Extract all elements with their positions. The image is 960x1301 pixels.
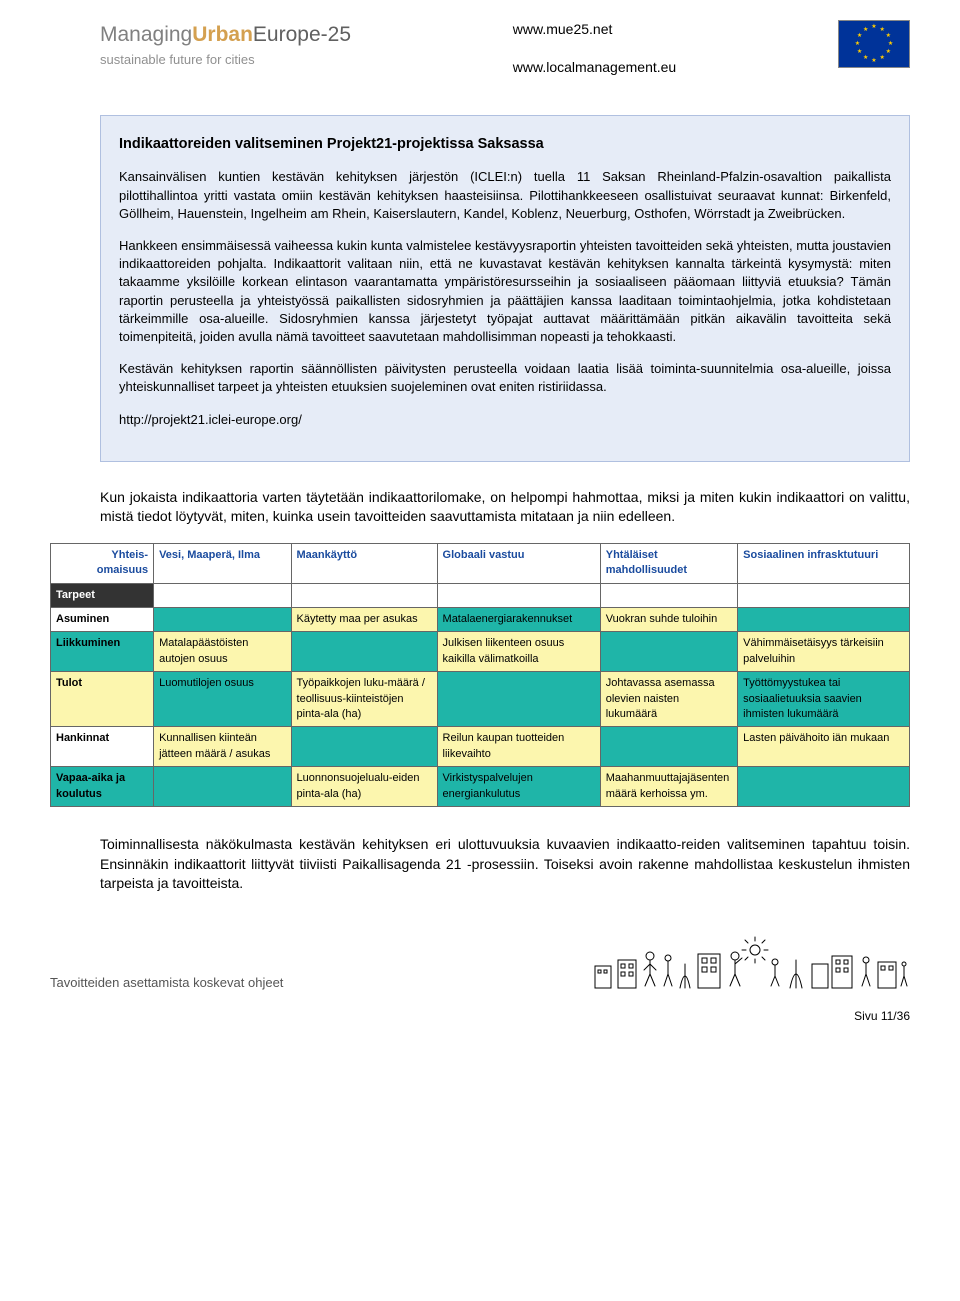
url-2[interactable]: www.localmanagement.eu [513, 58, 676, 78]
col-head-2: Globaali vastuu [437, 543, 600, 583]
matrix-cell: Reilun kaupan tuotteiden liikevaihto [437, 727, 600, 767]
matrix-cell: Kunnallisen kiinteän jätteen määrä / asu… [154, 727, 291, 767]
logo-subtitle: sustainable future for cities [100, 51, 351, 69]
matrix-cell: Työttömyystukea tai sosiaalietuuksia saa… [738, 672, 910, 727]
row-head: Vapaa-aika ja koulutus [51, 767, 154, 807]
matrix-cell: Johtavassa asemassa olevien naisten luku… [600, 672, 737, 727]
matrix-cell [600, 727, 737, 767]
info-box: Indikaattoreiden valitseminen Projekt21-… [100, 115, 910, 462]
indicator-matrix: Yhteis- omaisuus Vesi, Maaperä, Ilma Maa… [50, 543, 910, 807]
info-box-p1: Kansainvälisen kuntien kestävän kehityks… [119, 168, 891, 223]
matrix-cell: Matalapäästöisten autojen osuus [154, 632, 291, 672]
matrix-cell: Lasten päivähoito iän mukaan [738, 727, 910, 767]
logo-urban: Urban [192, 23, 253, 46]
corner-top: Yhteis- [111, 549, 148, 561]
header-urls: www.mue25.net www.localmanagement.eu [513, 20, 676, 95]
corner-bottom: omaisuus [97, 564, 148, 576]
page-footer: Tavoitteiden asettamista koskevat ohjeet [50, 934, 910, 992]
matrix-cell: Matalaenergiarakennukset [437, 608, 600, 632]
corner-cell: Yhteis- omaisuus [51, 543, 154, 583]
logo-title: ManagingUrbanEurope-25 [100, 20, 351, 49]
logo-europe: Europe [253, 23, 321, 46]
row-head: Liikkuminen [51, 632, 154, 672]
row-tarpeet: Tarpeet [51, 583, 154, 607]
matrix-tarpeet-row: Tarpeet [51, 583, 910, 607]
footer-left-text: Tavoitteiden asettamista koskevat ohjeet [50, 974, 283, 992]
matrix-row: HankinnatKunnallisen kiinteän jätteen mä… [51, 727, 910, 767]
logo-num: -25 [321, 23, 351, 46]
page-header: ManagingUrbanEurope-25 sustainable futur… [100, 20, 910, 95]
paragraph-after-table: Toiminnallisesta näkökulmasta kestävän k… [100, 835, 910, 894]
logo-prefix: Managing [100, 23, 192, 46]
matrix-cell: Virkistyspalvelujen energiankulutus [437, 767, 600, 807]
matrix-cell: Julkisen liikenteen osuus kaikilla välim… [437, 632, 600, 672]
eu-stars: ★★ ★★ ★★ ★★ ★★ ★★ [856, 26, 892, 62]
matrix-row: Vapaa-aika ja koulutus Luonnonsuojelualu-… [51, 767, 910, 807]
matrix-row: LiikkuminenMatalapäästöisten autojen osu… [51, 632, 910, 672]
matrix-cell: Maahanmuuttajajäsenten määrä kerhoissa y… [600, 767, 737, 807]
matrix-cell [738, 608, 910, 632]
matrix-cell [291, 632, 437, 672]
matrix-cell: Käytetty maa per asukas [291, 608, 437, 632]
matrix-row: TulotLuomutilojen osuusTyöpaikkojen luku… [51, 672, 910, 727]
row-head: Asuminen [51, 608, 154, 632]
matrix-cell [154, 767, 291, 807]
footer-sketch-icon [590, 934, 910, 992]
info-box-title: Indikaattoreiden valitseminen Projekt21-… [119, 134, 891, 154]
url-1[interactable]: www.mue25.net [513, 20, 676, 40]
matrix-cell [600, 632, 737, 672]
row-head: Hankinnat [51, 727, 154, 767]
col-head-0: Vesi, Maaperä, Ilma [154, 543, 291, 583]
matrix-row: Asuminen Käytetty maa per asukasMatalaene… [51, 608, 910, 632]
matrix-cell [291, 727, 437, 767]
info-box-p3: Kestävän kehityksen raportin säännöllist… [119, 360, 891, 396]
logo: ManagingUrbanEurope-25 sustainable futur… [100, 20, 351, 70]
col-head-1: Maankäyttö [291, 543, 437, 583]
matrix-cell [437, 672, 600, 727]
matrix-cell: Vähimmäisetäisyys tärkeisiin palveluihin [738, 632, 910, 672]
page-number: Sivu 11/36 [100, 1008, 910, 1025]
matrix-cell: Luonnonsuojelualu-eiden pinta-ala (ha) [291, 767, 437, 807]
matrix-cell [154, 608, 291, 632]
info-box-link[interactable]: http://projekt21.iclei-europe.org/ [119, 412, 302, 427]
row-head: Tulot [51, 672, 154, 727]
matrix-cell: Vuokran suhde tuloihin [600, 608, 737, 632]
eu-flag-icon: ★★ ★★ ★★ ★★ ★★ ★★ [838, 20, 910, 68]
matrix-cell [738, 767, 910, 807]
paragraph-after-box: Kun jokaista indikaattoria varten täytet… [100, 488, 910, 527]
matrix-cell: Luomutilojen osuus [154, 672, 291, 727]
col-head-3: Yhtäläiset mahdollisuudet [600, 543, 737, 583]
col-head-4: Sosiaalinen infrasktutuuri [738, 543, 910, 583]
info-box-p2: Hankkeen ensimmäisessä vaiheessa kukin k… [119, 237, 891, 346]
matrix-cell: Työpaikkojen luku-määrä / teollisuus-kii… [291, 672, 437, 727]
matrix-header-row: Yhteis- omaisuus Vesi, Maaperä, Ilma Maa… [51, 543, 910, 583]
